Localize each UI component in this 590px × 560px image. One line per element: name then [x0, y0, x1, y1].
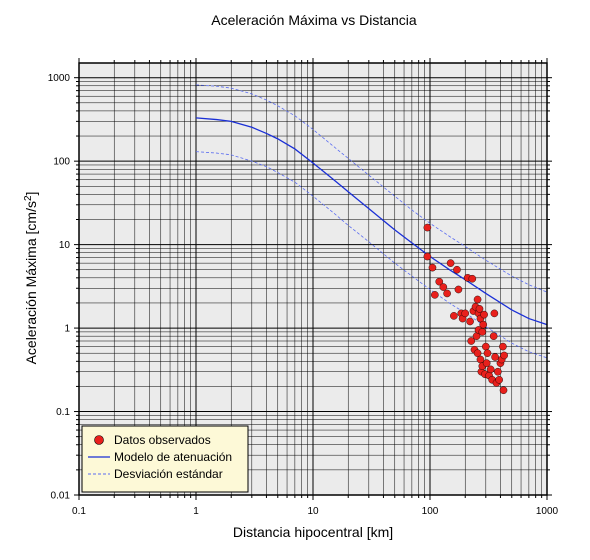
legend-label-observed: Datos observados [114, 433, 211, 447]
data-point [476, 355, 485, 364]
data-point [500, 351, 508, 360]
data-point [435, 277, 444, 286]
data-point [480, 310, 488, 319]
x-tick-label: 100 [422, 506, 439, 517]
data-point [486, 365, 495, 374]
data-point [499, 342, 507, 351]
data-point [466, 317, 474, 326]
x-tick-label: 1 [193, 506, 199, 517]
legend-label-deviation: Desviación estándar [114, 467, 223, 481]
y-tick-label: 1 [64, 324, 70, 335]
scatter-points [423, 223, 508, 395]
data-point [431, 291, 439, 299]
x-axis-label: Distancia hipocentral [km] [233, 524, 393, 540]
data-point [454, 285, 463, 294]
data-point [475, 305, 484, 313]
x-tick-label: 0.1 [72, 506, 86, 517]
data-point [443, 289, 451, 298]
data-point [423, 252, 432, 261]
x-tick-label: 10 [307, 506, 319, 517]
deviation-line [195, 84, 548, 293]
data-point [491, 353, 499, 361]
data-point [478, 328, 487, 336]
data-point [428, 263, 437, 272]
chart-title: Aceleración Máxima vs Distancia [211, 12, 417, 28]
data-point [461, 309, 470, 318]
data-point [490, 309, 499, 318]
y-tick-label: 10 [59, 240, 71, 251]
data-point [453, 265, 461, 274]
data-point [446, 259, 455, 267]
data-point [483, 349, 492, 358]
y-tick-label: 0.1 [56, 407, 70, 418]
data-point [450, 312, 458, 320]
data-point [473, 349, 482, 358]
data-point [467, 337, 476, 345]
y-tick-label: 0.01 [51, 491, 71, 502]
data-point [479, 320, 488, 329]
legend-box [81, 425, 249, 493]
data-point [468, 274, 477, 283]
data-point [439, 283, 448, 291]
data-point [499, 386, 508, 395]
data-point [489, 332, 498, 340]
data-point [495, 376, 503, 384]
data-point [473, 295, 482, 304]
grid [79, 63, 547, 495]
y-axis-label: Aceleración Máxima [cm/s2] [23, 192, 39, 365]
data-point [494, 367, 502, 376]
y-tick-label: 100 [53, 157, 70, 168]
model-line [195, 117, 548, 326]
y-tick-label: 1000 [48, 73, 71, 84]
legend: Datos observados Modelo de atenuación De… [81, 425, 249, 493]
data-point [482, 359, 491, 367]
data-point [423, 223, 432, 232]
legend-label-model: Modelo de atenuación [114, 450, 232, 464]
x-tick-label: 1000 [536, 506, 559, 517]
legend-marker-observed [94, 435, 104, 445]
data-point [482, 342, 490, 351]
